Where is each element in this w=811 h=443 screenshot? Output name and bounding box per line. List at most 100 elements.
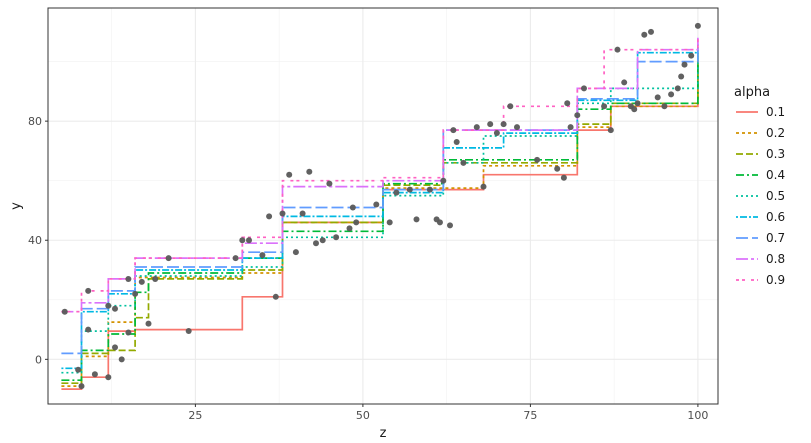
data-point <box>440 177 447 184</box>
data-point <box>112 344 118 351</box>
y-tick-label: 80 <box>28 115 42 128</box>
y-tick-label: 0 <box>35 353 42 366</box>
data-point <box>487 121 494 128</box>
legend-title: alpha <box>734 85 770 100</box>
series-line-0-3 <box>61 55 699 385</box>
data-point <box>641 31 648 38</box>
data-point <box>85 287 92 294</box>
data-point <box>564 100 571 107</box>
data-point <box>246 237 252 244</box>
axis-ticks: 25 50 75 100 0 40 80 <box>28 115 708 422</box>
data-point <box>299 210 306 217</box>
data-point <box>349 204 356 211</box>
data-point <box>480 183 487 190</box>
legend-label: 0.5 <box>766 189 785 203</box>
data-point <box>507 103 514 110</box>
legend-label: 0.3 <box>766 147 785 161</box>
x-tick-label: 25 <box>188 409 202 422</box>
data-point <box>185 328 192 335</box>
legend-label: 0.1 <box>766 105 785 119</box>
data-point <box>386 219 393 226</box>
legend-label: 0.2 <box>766 126 785 140</box>
data-point <box>654 94 661 101</box>
data-point <box>668 91 675 98</box>
data-point <box>534 156 541 163</box>
data-point <box>406 186 413 193</box>
data-point <box>75 366 82 373</box>
data-point <box>292 249 299 256</box>
series-line-0-6 <box>61 46 699 370</box>
legend-label: 0.7 <box>766 231 785 245</box>
data-point <box>447 222 453 229</box>
data-point <box>232 255 239 262</box>
data-point <box>678 73 685 80</box>
data-point <box>272 293 279 300</box>
data-point <box>426 186 433 193</box>
data-point <box>574 112 581 119</box>
data-point <box>393 189 400 196</box>
data-point <box>436 219 443 226</box>
data-point <box>567 124 574 131</box>
data-point <box>313 240 319 247</box>
data-point <box>112 305 118 312</box>
legend-label: 0.9 <box>766 273 785 287</box>
data-point <box>614 46 621 53</box>
data-point <box>621 79 628 86</box>
data-points <box>61 22 701 390</box>
data-point <box>634 100 641 107</box>
legend: alpha 0.1 0.2 0.3 0.4 0.5 0.6 0.7 0.8 0.9 <box>734 85 785 287</box>
series-line-0-5 <box>61 49 699 374</box>
data-point <box>694 22 701 29</box>
data-point <box>165 255 172 262</box>
data-point <box>413 216 420 223</box>
x-tick-label: 100 <box>687 409 708 422</box>
legend-label: 0.6 <box>766 210 785 224</box>
data-point <box>460 159 467 166</box>
data-point <box>681 61 688 68</box>
data-point <box>648 28 654 35</box>
y-tick-label: 40 <box>28 234 42 247</box>
panel-border <box>47 7 719 405</box>
data-point <box>500 121 507 128</box>
data-point <box>326 180 333 187</box>
x-axis-title: z <box>380 426 387 441</box>
legend-label: 0.8 <box>766 252 785 266</box>
data-point <box>91 371 98 378</box>
series-line-0-9 <box>61 34 699 313</box>
data-point <box>105 302 112 309</box>
data-point <box>674 85 681 92</box>
data-point <box>279 210 286 217</box>
data-point <box>286 171 293 178</box>
data-point <box>61 308 68 315</box>
data-point <box>373 201 380 208</box>
data-point <box>473 124 480 131</box>
data-point <box>152 275 159 282</box>
x-tick-label: 50 <box>356 409 370 422</box>
data-point <box>78 383 85 390</box>
data-point <box>631 106 638 113</box>
x-tick-label: 75 <box>523 409 537 422</box>
series-lines <box>61 34 699 390</box>
data-point <box>145 320 152 327</box>
data-point <box>453 138 460 145</box>
data-point <box>105 374 112 381</box>
data-point <box>346 225 353 232</box>
data-point <box>450 127 457 134</box>
data-point <box>306 168 313 175</box>
data-point <box>581 85 587 92</box>
y-axis-title: y <box>9 202 24 210</box>
data-point <box>319 237 326 244</box>
data-point <box>607 127 614 134</box>
data-point <box>661 103 668 110</box>
legend-label: 0.4 <box>766 168 785 182</box>
data-point <box>125 329 132 336</box>
data-point <box>259 252 266 259</box>
data-point <box>239 237 246 244</box>
data-point <box>132 290 139 297</box>
data-point <box>118 356 125 363</box>
data-point <box>85 326 92 333</box>
data-point <box>266 213 273 220</box>
data-point <box>688 52 695 59</box>
data-point <box>601 103 608 110</box>
